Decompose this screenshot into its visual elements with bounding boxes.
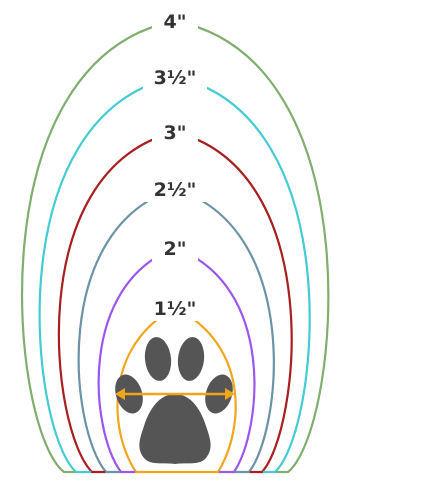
label-4-inch: 4" xyxy=(163,11,186,33)
paw-toe-inner-right xyxy=(177,337,205,381)
paw-main-pad xyxy=(139,394,211,464)
label-1-5-inch: 1½" xyxy=(154,298,197,320)
arrowhead-right xyxy=(225,388,235,400)
label-3-inch: 3" xyxy=(163,122,186,144)
paw-print-icon xyxy=(115,337,233,464)
label-3-5-inch: 3½" xyxy=(154,67,197,89)
arrowhead-left xyxy=(115,388,125,400)
double-arrow-icon xyxy=(115,388,235,400)
label-2-5-inch: 2½" xyxy=(154,179,197,201)
label-2-inch: 2" xyxy=(163,238,186,260)
paw-toe-inner-left xyxy=(144,337,172,381)
